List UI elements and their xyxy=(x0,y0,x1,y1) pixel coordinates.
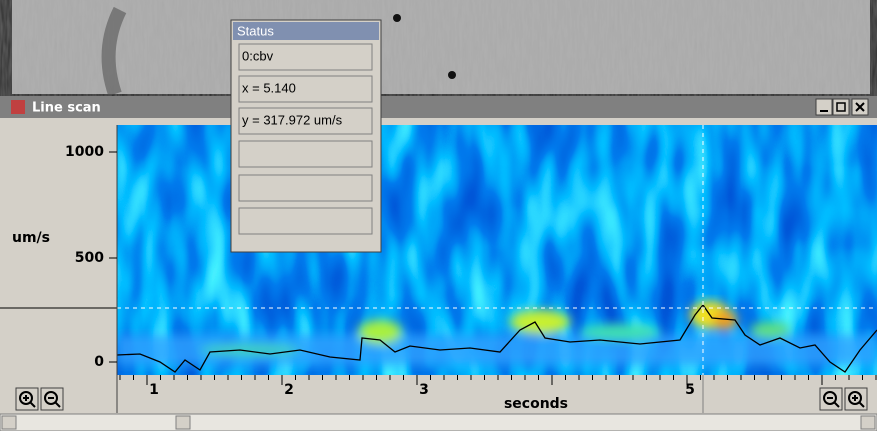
window-title: Line scan xyxy=(32,101,101,116)
window-buttons[interactable] xyxy=(816,99,868,115)
status-field-text: y = 317.972 um/s xyxy=(242,112,343,127)
status-field xyxy=(239,141,372,167)
scrollbar[interactable] xyxy=(0,414,877,431)
status-title: Status xyxy=(237,23,274,38)
scroll-left[interactable] xyxy=(2,416,16,429)
y-ticks xyxy=(109,152,117,362)
title-bar xyxy=(0,96,877,118)
camera-texture xyxy=(12,0,870,94)
maximize-button[interactable] xyxy=(833,99,849,115)
x-tick-label: 2 xyxy=(284,382,294,398)
status-field-text: 0:cbv xyxy=(242,48,274,63)
x-tick-label: 5 xyxy=(685,382,695,398)
y-tick-label: 0 xyxy=(94,354,104,370)
status-panel: Status 0:cbv x = 5.140 y = 317.972 um/s xyxy=(231,20,381,252)
dot xyxy=(448,71,456,79)
x-tick-label: 3 xyxy=(419,382,429,398)
status-field xyxy=(239,208,372,234)
minimize-button[interactable] xyxy=(816,99,832,115)
zoom-left[interactable] xyxy=(16,388,63,410)
dot xyxy=(393,14,401,22)
scroll-right[interactable] xyxy=(861,416,875,429)
x-axis-label: seconds xyxy=(504,396,568,412)
scroll-thumb[interactable] xyxy=(176,416,190,429)
screen: Line scan um/s 1000 500 0 1 2 3 xyxy=(0,0,877,431)
status-field-text: x = 5.140 xyxy=(242,80,296,95)
y-tick-label: 1000 xyxy=(65,144,104,160)
x-tick-label: 1 xyxy=(149,382,159,398)
window-icon xyxy=(11,100,25,114)
x-ticks xyxy=(120,375,876,385)
y-axis-label: um/s xyxy=(12,230,50,246)
y-tick-label: 500 xyxy=(75,250,104,266)
zoom-right[interactable] xyxy=(820,388,867,410)
status-field xyxy=(239,175,372,201)
